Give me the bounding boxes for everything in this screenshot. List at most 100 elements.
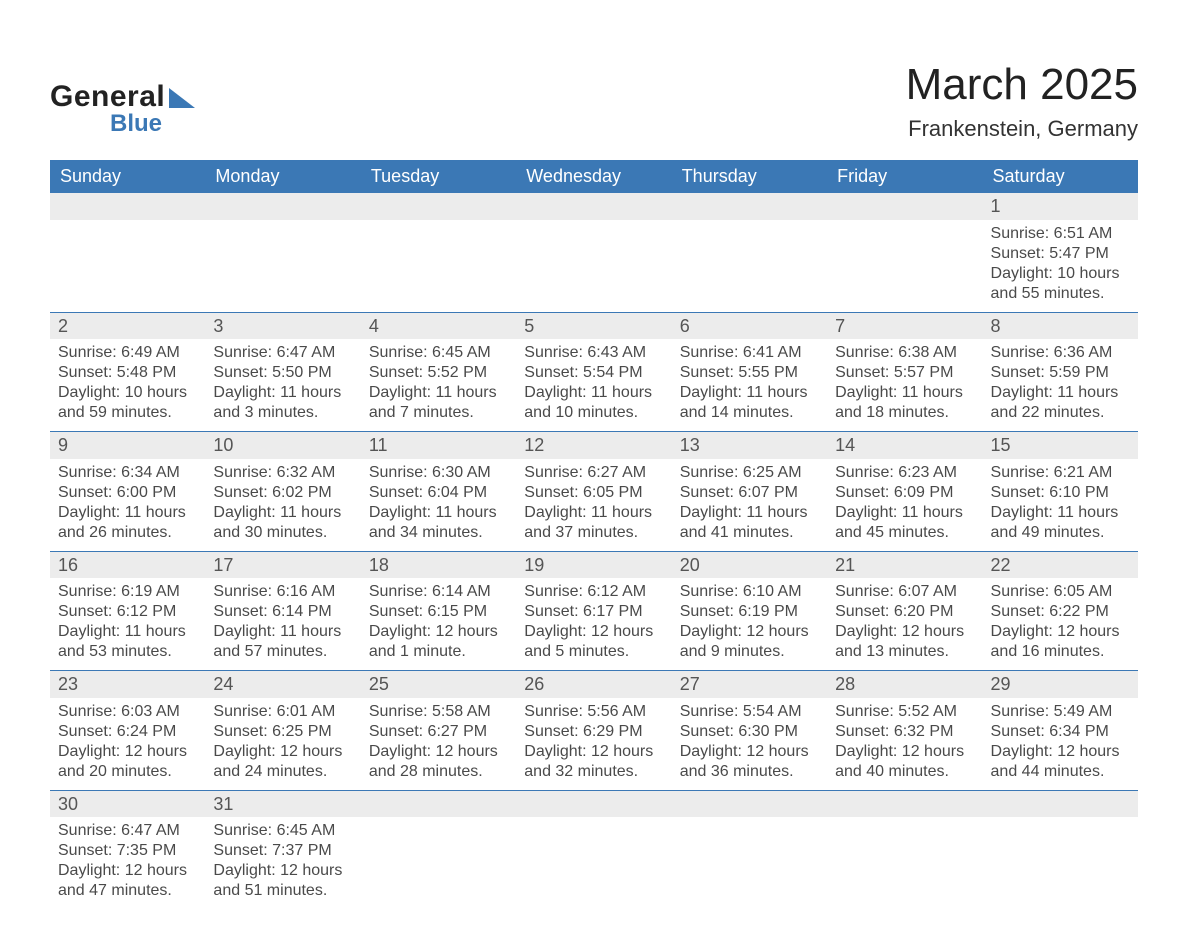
daylight-text: Daylight: 12 hours and 28 minutes. bbox=[369, 742, 508, 782]
daylight-text: Daylight: 10 hours and 55 minutes. bbox=[991, 264, 1130, 304]
sunrise-text: Sunrise: 6:36 AM bbox=[991, 343, 1130, 363]
daylight-text: Daylight: 11 hours and 53 minutes. bbox=[58, 622, 197, 662]
sunrise-text: Sunrise: 6:45 AM bbox=[369, 343, 508, 363]
day-number-cell: 13 bbox=[672, 432, 827, 459]
day-number-cell: 7 bbox=[827, 312, 982, 339]
day-number-cell: 12 bbox=[516, 432, 671, 459]
day-number-cell: 19 bbox=[516, 551, 671, 578]
daylight-text: Daylight: 10 hours and 59 minutes. bbox=[58, 383, 197, 423]
sunrise-text: Sunrise: 6:38 AM bbox=[835, 343, 974, 363]
day-detail-cell bbox=[361, 220, 516, 313]
day-detail-cell: Sunrise: 6:14 AMSunset: 6:15 PMDaylight:… bbox=[361, 578, 516, 671]
sunrise-text: Sunrise: 5:52 AM bbox=[835, 702, 974, 722]
daylight-text: Daylight: 12 hours and 24 minutes. bbox=[213, 742, 352, 782]
sunrise-text: Sunrise: 6:25 AM bbox=[680, 463, 819, 483]
sunrise-text: Sunrise: 6:23 AM bbox=[835, 463, 974, 483]
sunrise-text: Sunrise: 6:10 AM bbox=[680, 582, 819, 602]
sunset-text: Sunset: 7:35 PM bbox=[58, 841, 197, 861]
sunset-text: Sunset: 6:19 PM bbox=[680, 602, 819, 622]
day-number-cell: 30 bbox=[50, 790, 205, 817]
week-detail-row: Sunrise: 6:19 AMSunset: 6:12 PMDaylight:… bbox=[50, 578, 1138, 671]
day-detail-cell: Sunrise: 6:03 AMSunset: 6:24 PMDaylight:… bbox=[50, 698, 205, 791]
day-number-cell: 2 bbox=[50, 312, 205, 339]
header-row: General Blue March 2025 Frankenstein, Ge… bbox=[50, 60, 1138, 142]
page: General Blue March 2025 Frankenstein, Ge… bbox=[0, 0, 1188, 949]
sunrise-text: Sunrise: 6:21 AM bbox=[991, 463, 1130, 483]
daylight-text: Daylight: 11 hours and 30 minutes. bbox=[213, 503, 352, 543]
day-detail-cell: Sunrise: 6:41 AMSunset: 5:55 PMDaylight:… bbox=[672, 339, 827, 432]
day-number-cell: 11 bbox=[361, 432, 516, 459]
day-detail-cell: Sunrise: 6:47 AMSunset: 5:50 PMDaylight:… bbox=[205, 339, 360, 432]
daylight-text: Daylight: 11 hours and 34 minutes. bbox=[369, 503, 508, 543]
day-number-cell: 3 bbox=[205, 312, 360, 339]
brand-logo: General Blue bbox=[50, 80, 195, 138]
sunrise-text: Sunrise: 6:47 AM bbox=[213, 343, 352, 363]
sunrise-text: Sunrise: 6:43 AM bbox=[524, 343, 663, 363]
sunrise-text: Sunrise: 6:01 AM bbox=[213, 702, 352, 722]
sunrise-text: Sunrise: 6:16 AM bbox=[213, 582, 352, 602]
day-detail-cell bbox=[361, 817, 516, 909]
day-detail-cell: Sunrise: 6:43 AMSunset: 5:54 PMDaylight:… bbox=[516, 339, 671, 432]
sunset-text: Sunset: 6:32 PM bbox=[835, 722, 974, 742]
sunrise-text: Sunrise: 5:49 AM bbox=[991, 702, 1130, 722]
day-detail-cell bbox=[827, 817, 982, 909]
daylight-text: Daylight: 11 hours and 57 minutes. bbox=[213, 622, 352, 662]
daylight-text: Daylight: 11 hours and 22 minutes. bbox=[991, 383, 1130, 423]
day-number-cell: 21 bbox=[827, 551, 982, 578]
day-detail-cell bbox=[827, 220, 982, 313]
day-detail-cell: Sunrise: 6:45 AMSunset: 5:52 PMDaylight:… bbox=[361, 339, 516, 432]
daylight-text: Daylight: 11 hours and 18 minutes. bbox=[835, 383, 974, 423]
sunset-text: Sunset: 5:55 PM bbox=[680, 363, 819, 383]
sunrise-text: Sunrise: 5:58 AM bbox=[369, 702, 508, 722]
sunset-text: Sunset: 6:14 PM bbox=[213, 602, 352, 622]
day-detail-cell: Sunrise: 6:23 AMSunset: 6:09 PMDaylight:… bbox=[827, 459, 982, 552]
day-number-cell: 26 bbox=[516, 671, 671, 698]
sunset-text: Sunset: 5:59 PM bbox=[991, 363, 1130, 383]
day-number-cell: 28 bbox=[827, 671, 982, 698]
sunset-text: Sunset: 6:25 PM bbox=[213, 722, 352, 742]
day-number-cell: 6 bbox=[672, 312, 827, 339]
day-header-monday: Monday bbox=[205, 160, 360, 193]
day-detail-cell bbox=[983, 817, 1138, 909]
daylight-text: Daylight: 11 hours and 7 minutes. bbox=[369, 383, 508, 423]
day-detail-cell bbox=[672, 220, 827, 313]
day-number-cell bbox=[50, 193, 205, 220]
day-detail-cell: Sunrise: 6:07 AMSunset: 6:20 PMDaylight:… bbox=[827, 578, 982, 671]
day-number-cell: 16 bbox=[50, 551, 205, 578]
sunrise-text: Sunrise: 6:07 AM bbox=[835, 582, 974, 602]
day-number-cell: 5 bbox=[516, 312, 671, 339]
sunset-text: Sunset: 6:07 PM bbox=[680, 483, 819, 503]
sunrise-text: Sunrise: 5:56 AM bbox=[524, 702, 663, 722]
sunset-text: Sunset: 5:57 PM bbox=[835, 363, 974, 383]
sunrise-text: Sunrise: 6:34 AM bbox=[58, 463, 197, 483]
day-detail-cell bbox=[672, 817, 827, 909]
day-detail-cell: Sunrise: 5:56 AMSunset: 6:29 PMDaylight:… bbox=[516, 698, 671, 791]
day-number-cell bbox=[983, 790, 1138, 817]
sunset-text: Sunset: 6:04 PM bbox=[369, 483, 508, 503]
sunrise-text: Sunrise: 5:54 AM bbox=[680, 702, 819, 722]
day-header-thursday: Thursday bbox=[672, 160, 827, 193]
sunset-text: Sunset: 5:47 PM bbox=[991, 244, 1130, 264]
day-number-cell bbox=[672, 193, 827, 220]
day-detail-cell: Sunrise: 6:10 AMSunset: 6:19 PMDaylight:… bbox=[672, 578, 827, 671]
day-header-sunday: Sunday bbox=[50, 160, 205, 193]
sunrise-text: Sunrise: 6:45 AM bbox=[213, 821, 352, 841]
sunset-text: Sunset: 5:52 PM bbox=[369, 363, 508, 383]
day-number-cell: 15 bbox=[983, 432, 1138, 459]
daylight-text: Daylight: 12 hours and 32 minutes. bbox=[524, 742, 663, 782]
day-detail-cell: Sunrise: 5:49 AMSunset: 6:34 PMDaylight:… bbox=[983, 698, 1138, 791]
day-number-cell: 20 bbox=[672, 551, 827, 578]
day-number-cell: 9 bbox=[50, 432, 205, 459]
calendar-body: 1Sunrise: 6:51 AMSunset: 5:47 PMDaylight… bbox=[50, 193, 1138, 909]
sunset-text: Sunset: 6:09 PM bbox=[835, 483, 974, 503]
sunset-text: Sunset: 7:37 PM bbox=[213, 841, 352, 861]
sunrise-text: Sunrise: 6:27 AM bbox=[524, 463, 663, 483]
day-detail-cell: Sunrise: 5:52 AMSunset: 6:32 PMDaylight:… bbox=[827, 698, 982, 791]
sunset-text: Sunset: 6:20 PM bbox=[835, 602, 974, 622]
day-detail-cell: Sunrise: 6:12 AMSunset: 6:17 PMDaylight:… bbox=[516, 578, 671, 671]
day-detail-cell: Sunrise: 6:49 AMSunset: 5:48 PMDaylight:… bbox=[50, 339, 205, 432]
sunrise-text: Sunrise: 6:41 AM bbox=[680, 343, 819, 363]
location-subtitle: Frankenstein, Germany bbox=[906, 116, 1138, 142]
day-number-cell bbox=[827, 193, 982, 220]
day-number-cell bbox=[672, 790, 827, 817]
